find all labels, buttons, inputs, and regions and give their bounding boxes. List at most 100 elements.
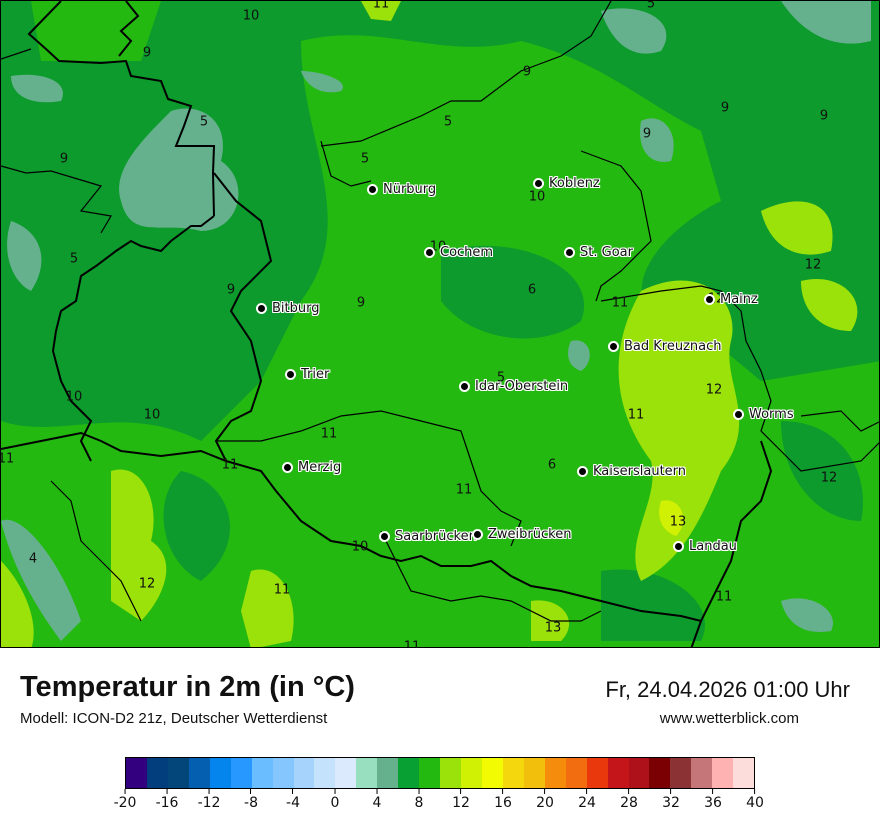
city-dot-icon — [379, 531, 390, 542]
city-marker: Kaiserslautern — [577, 464, 686, 479]
city-label: Worms — [749, 407, 794, 422]
city-dot-icon — [577, 466, 588, 477]
contour-label: 11 — [372, 0, 390, 12]
legend-swatch — [565, 758, 587, 788]
legend-swatch — [126, 758, 147, 788]
legend-swatch — [314, 758, 336, 788]
legend-tick-label: -16 — [156, 789, 179, 811]
city-marker: Bitburg — [256, 301, 320, 316]
legend-tick-label: -8 — [244, 789, 258, 811]
legend-swatch — [377, 758, 399, 788]
city-marker: Landau — [673, 539, 737, 554]
legend-tick-label: -12 — [198, 789, 221, 811]
legend-swatch — [356, 758, 378, 788]
model-info: Modell: ICON-D2 21z, Deutscher Wetterdie… — [20, 710, 328, 727]
city-dot-icon — [704, 294, 715, 305]
city-marker: Idar-Oberstein — [459, 379, 568, 394]
legend-swatch — [544, 758, 566, 788]
city-label: Mainz — [720, 292, 758, 307]
city-dot-icon — [533, 178, 544, 189]
city-label: Merzig — [298, 460, 342, 475]
city-marker: Cochem — [424, 245, 493, 260]
contour-label: 11 — [627, 407, 645, 423]
city-dot-icon — [424, 247, 435, 258]
legend-swatch — [398, 758, 420, 788]
city-marker: Trier — [285, 367, 329, 382]
legend-swatch — [188, 758, 210, 788]
city-label: Kaiserslautern — [593, 464, 687, 479]
legend-tick-label: 8 — [415, 789, 424, 811]
legend-swatch — [607, 758, 629, 788]
contour-label: 9 — [59, 151, 69, 167]
contour-label: 6 — [527, 282, 537, 298]
contour-label: 13 — [669, 514, 687, 530]
contour-label: 5 — [646, 0, 656, 12]
city-label: Cochem — [440, 245, 494, 260]
contour-label: 10 — [351, 539, 369, 555]
legend-swatch — [481, 758, 503, 788]
city-marker: Bad Kreuznach — [608, 339, 722, 354]
city-marker: Nürburg — [367, 182, 436, 197]
legend-tick-label: 32 — [662, 789, 680, 811]
contour-label: 5 — [360, 151, 370, 167]
contour-label: 12 — [705, 382, 723, 398]
legend-swatch — [335, 758, 357, 788]
contour-label: 5 — [496, 370, 506, 386]
city-label: Idar-Oberstein — [475, 379, 569, 394]
legend-tick-label: 36 — [704, 789, 722, 811]
city-marker: Mainz — [704, 292, 758, 307]
legend-swatch — [146, 758, 168, 788]
website-link[interactable]: www.wetterblick.com — [659, 710, 799, 727]
legend-swatch — [649, 758, 671, 788]
city-marker: Zweibrücken — [472, 527, 571, 542]
contour-label: 6 — [547, 457, 557, 473]
legend-tick-label: 20 — [536, 789, 554, 811]
city-label: Trier — [301, 367, 330, 382]
legend-tick-label: -20 — [114, 789, 137, 811]
legend-swatch — [251, 758, 273, 788]
legend-tick-label: -4 — [286, 789, 300, 811]
legend-swatch — [733, 758, 755, 788]
city-label: Saarbrücken — [395, 529, 477, 544]
legend-swatch — [272, 758, 294, 788]
contour-label: 13 — [544, 620, 562, 636]
legend-tick-label: 0 — [331, 789, 340, 811]
legend-swatch — [167, 758, 189, 788]
city-dot-icon — [673, 541, 684, 552]
contour-label: 11 — [320, 426, 338, 442]
color-legend-ticks: -20 -16 -12 -8 -4 0 4 8 12 16 20 24 28 32 36 40 — [114, 789, 764, 819]
legend-tick-label: 24 — [578, 789, 596, 811]
legend-swatch — [230, 758, 252, 788]
contour-label: 11 — [455, 482, 473, 498]
city-dot-icon — [285, 369, 296, 380]
city-dot-icon — [608, 341, 619, 352]
legend-swatch — [691, 758, 713, 788]
city-label: Zweibrücken — [488, 527, 572, 542]
city-marker: Worms — [733, 407, 794, 422]
contour-label: 5 — [69, 251, 79, 267]
contour-label: 9 — [356, 295, 366, 311]
contour-label: 10 — [65, 389, 83, 405]
contour-label: 11 — [1, 451, 15, 467]
contour-label: 11 — [403, 639, 421, 648]
city-marker: Koblenz — [533, 176, 600, 191]
legend-swatch — [440, 758, 461, 788]
contour-label: 9 — [226, 282, 236, 298]
city-label: St. Goar — [580, 245, 633, 260]
city-dot-icon — [459, 381, 470, 392]
legend-swatch — [670, 758, 692, 788]
legend-swatch — [461, 758, 482, 788]
legend-tick-label: 4 — [373, 789, 382, 811]
city-dot-icon — [282, 462, 293, 473]
contour-label: 11 — [273, 582, 291, 598]
contour-label: 9 — [819, 108, 829, 124]
city-label: Bitburg — [272, 301, 320, 316]
city-label: Koblenz — [549, 176, 600, 191]
legend-tick-label: 40 — [746, 789, 764, 811]
contour-label: 10 — [143, 407, 161, 423]
city-label: Nürburg — [383, 182, 437, 197]
city-marker: Merzig — [282, 460, 341, 475]
chart-title: Temperatur in 2m (in °C) — [20, 671, 355, 703]
color-legend-bar — [125, 757, 755, 789]
city-marker: St. Goar — [564, 245, 633, 260]
